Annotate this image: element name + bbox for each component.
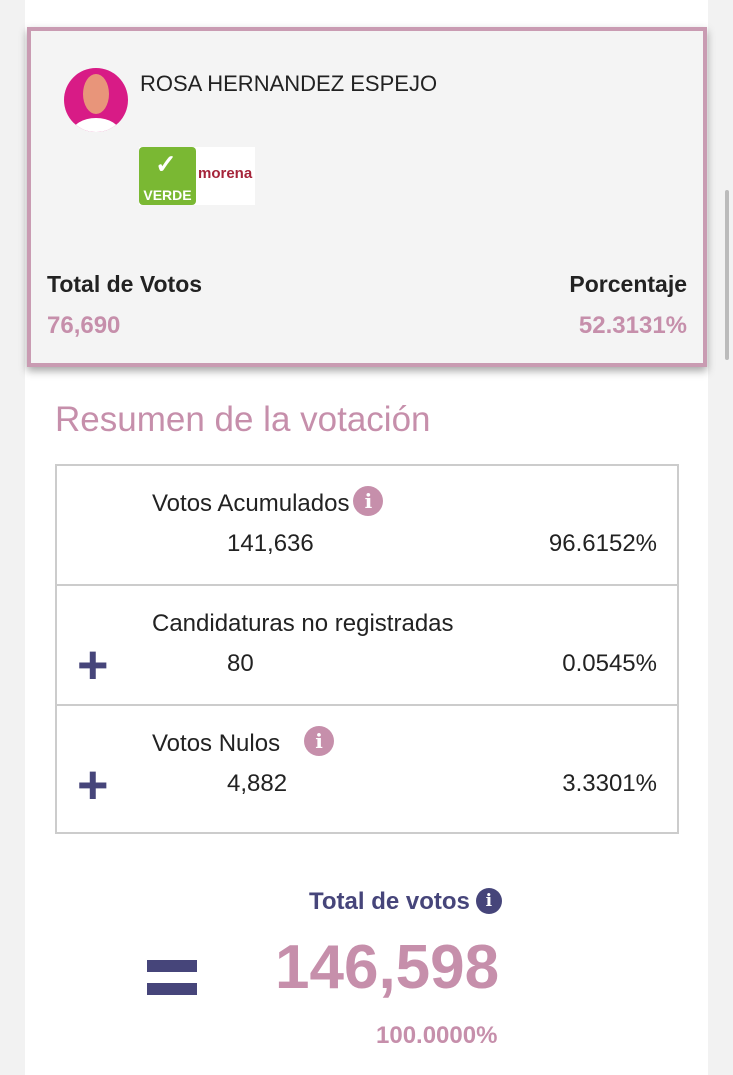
summary-row-accumulated: Votos Acumulados i 141,636 96.6152%: [57, 466, 677, 586]
row-label: Votos Acumulados: [152, 490, 350, 517]
equals-icon: [147, 960, 197, 1006]
percentage-label: Porcentaje: [569, 271, 687, 297]
summary-row-null: + Votos Nulos i 4,882 3.3301%: [57, 706, 677, 832]
percentage-value: 52.3131%: [578, 312, 687, 339]
info-icon[interactable]: i: [353, 486, 384, 516]
total-label: Total de votos: [309, 888, 470, 915]
row-pct: 96.6152%: [548, 530, 657, 557]
total-votes-value: 76,690: [47, 312, 121, 339]
summary-table: Votos Acumulados i 141,636 96.6152% + Can…: [55, 464, 679, 834]
total-votes-label: Total de Votos: [47, 271, 203, 297]
row-votes: 141,636: [227, 530, 314, 557]
morena-logo: morena: [198, 165, 253, 182]
row-pct: 3.3301%: [562, 770, 657, 797]
row-votes: 4,882: [227, 770, 288, 797]
scrollbar[interactable]: [725, 190, 729, 360]
info-icon[interactable]: i: [304, 726, 335, 756]
summary-title: Resumen de la votación: [55, 400, 431, 439]
verde-logo: ✓ VERDE: [139, 147, 196, 205]
candidate-card[interactable]: ROSA HERNANDEZ ESPEJO ✓ VERDE morena Tota…: [27, 27, 707, 367]
row-votes: 80: [227, 650, 254, 677]
party-logo: ✓ VERDE morena: [139, 147, 255, 205]
total-pct: 100.0000%: [376, 1022, 498, 1049]
info-icon[interactable]: i: [475, 888, 502, 914]
row-label: Votos Nulos: [152, 730, 281, 757]
candidate-name: ROSA HERNANDEZ ESPEJO: [140, 71, 438, 96]
total-value: 146,598: [275, 933, 500, 1002]
row-label: Candidaturas no registradas: [152, 610, 454, 637]
plus-icon: +: [77, 755, 109, 815]
row-pct: 0.0545%: [562, 650, 657, 677]
avatar: [64, 68, 128, 132]
summary-row-unregistered: + Candidaturas no registradas 80 0.0545%: [57, 586, 677, 706]
plus-icon: +: [77, 635, 109, 695]
